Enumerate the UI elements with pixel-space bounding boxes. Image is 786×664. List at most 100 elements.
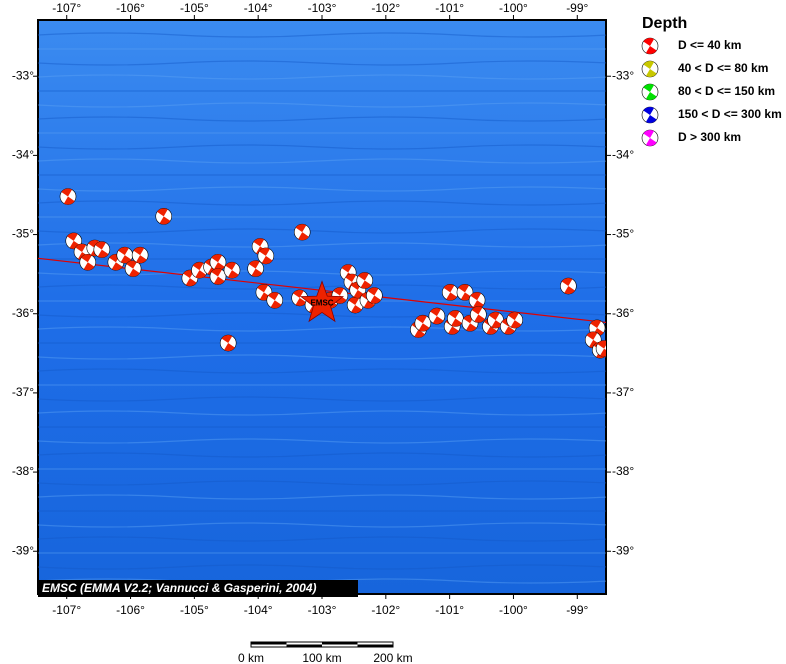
ball-quadrant: [261, 255, 273, 264]
map-layer: EMSC: [38, 32, 606, 584]
ball-quadrant: [335, 295, 347, 304]
x-tick-label: -106°: [116, 603, 145, 617]
seafloor-ridge: [38, 480, 606, 486]
credit: EMSC (EMMA V2.2; Vannucci & Gasperini, 2…: [42, 581, 317, 595]
ball-quadrant: [645, 115, 657, 123]
x-tick-label: -107°: [52, 603, 81, 617]
ball-quadrant: [418, 323, 430, 332]
x-tick-label: -105°: [180, 1, 209, 15]
seafloor-ridge: [38, 116, 606, 122]
ball-quadrant: [227, 270, 239, 279]
focal-mechanism: [366, 287, 383, 304]
y-tick-label: -39°: [612, 543, 634, 557]
seafloor-ridge: [38, 144, 606, 150]
ball-quadrant: [414, 329, 425, 338]
ball-quadrant: [211, 268, 223, 277]
x-tick-label: -102°: [371, 603, 400, 617]
scale-label: 100 km: [302, 651, 341, 664]
legend-label: D <= 40 km: [678, 38, 741, 52]
y-tick-label: -35°: [612, 227, 634, 241]
ball-quadrant: [118, 247, 129, 256]
seafloor-ridge: [38, 228, 606, 234]
ball-quadrant: [253, 238, 265, 247]
ball-quadrant: [348, 297, 360, 306]
y-tick-label: -36°: [612, 306, 634, 320]
seafloor-ridge: [38, 410, 606, 416]
ball-quadrant: [211, 254, 223, 263]
seafloor-ridge: [38, 200, 606, 206]
focal-mechanism: [356, 272, 374, 289]
ball-quadrant: [432, 316, 444, 325]
focal-mechanism: [560, 277, 577, 295]
ball-quadrant: [471, 306, 483, 315]
y-tick-label: -33°: [12, 68, 34, 82]
seafloor-ridge: [38, 242, 606, 248]
seafloor-ridge: [38, 32, 606, 38]
ball-quadrant: [341, 264, 353, 273]
focal-mechanism: [209, 253, 227, 271]
ball-quadrant: [504, 326, 515, 335]
ball-quadrant: [586, 331, 598, 340]
ball-quadrant: [293, 289, 304, 298]
x-tick-label: -104°: [244, 603, 273, 617]
ball-quadrant: [643, 107, 655, 115]
focal-mechanism: [291, 289, 308, 307]
ball-quadrant: [643, 61, 655, 69]
ball-quadrant: [358, 272, 369, 281]
legend-label: 40 < D <= 80 km: [678, 61, 768, 75]
ball-quadrant: [645, 92, 657, 100]
ball-quadrant: [259, 247, 270, 256]
ball-quadrant: [486, 326, 498, 335]
ball-quadrant: [120, 255, 132, 264]
main-event: [299, 280, 345, 323]
scale-bar: [250, 641, 394, 648]
seafloor-ridge: [38, 438, 606, 444]
ball-quadrant: [224, 343, 235, 352]
seafloor-ridge: [38, 74, 606, 80]
ball-quadrant: [268, 292, 279, 301]
focal-mechanism: [414, 314, 432, 332]
ball-quadrant: [643, 38, 655, 46]
seafloor-ridge: [38, 368, 606, 374]
ball-quadrant: [561, 278, 573, 287]
ball-quadrant: [491, 320, 503, 329]
x-tick-label: -100°: [499, 1, 528, 15]
ball-quadrant: [508, 312, 519, 321]
focal-mechanism: [293, 223, 311, 241]
legend-icon: [641, 129, 659, 147]
x-tick-label: -103°: [308, 1, 337, 15]
focal-mechanism: [470, 306, 487, 323]
ball-quadrant: [473, 300, 484, 309]
ball-quadrant: [645, 69, 657, 77]
ball-quadrant: [645, 138, 657, 146]
ball-quadrant: [333, 287, 344, 296]
ball-quadrant: [446, 292, 457, 301]
focal-mechanism: [219, 334, 237, 352]
ball-quadrant: [126, 260, 138, 269]
y-tick-label: -36°: [12, 306, 34, 320]
ball-quadrant: [443, 284, 455, 293]
y-tick-label: -33°: [612, 68, 634, 82]
legend-label: 80 < D <= 150 km: [678, 84, 775, 98]
x-tick-label: -103°: [308, 603, 337, 617]
ball-quadrant: [298, 232, 309, 241]
y-tick-label: -34°: [12, 148, 34, 162]
focal-mechanism: [468, 291, 486, 309]
y-tick-label: -34°: [612, 148, 634, 162]
focal-mechanism: [209, 268, 227, 285]
ball-quadrant: [451, 318, 462, 327]
x-tick-label: -101°: [435, 603, 464, 617]
ball-quadrant: [470, 292, 482, 301]
ball-quadrant: [61, 188, 73, 197]
ball-quadrant: [257, 284, 268, 293]
ball-quadrant: [129, 268, 140, 277]
scale-label: 0 km: [238, 651, 264, 664]
scale-label: 200 km: [373, 651, 412, 664]
ball-quadrant: [251, 268, 263, 277]
focal-mechanism: [223, 261, 241, 279]
focal-mechanism: [487, 311, 504, 329]
ball-quadrant: [351, 305, 362, 314]
focal-mechanism: [59, 188, 77, 205]
x-tick-label: -106°: [116, 1, 145, 15]
